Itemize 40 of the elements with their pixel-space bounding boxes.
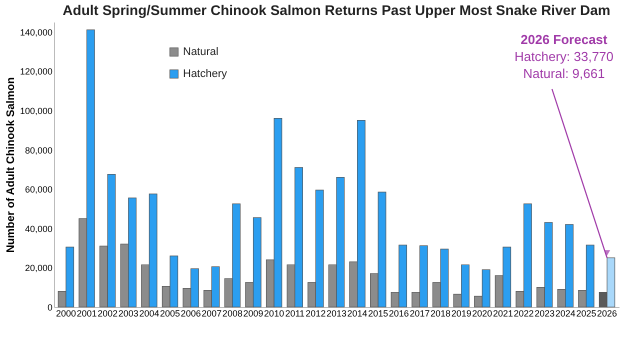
legend-label: Natural xyxy=(183,46,218,58)
y-tick-label: 0 xyxy=(47,302,52,312)
x-tick-label: 2012 xyxy=(306,308,326,318)
x-tick-label: 2014 xyxy=(347,308,368,318)
y-tick-label: 120,000 xyxy=(20,66,52,77)
x-tick-label: 2025 xyxy=(576,308,596,318)
x-tick-label: 2007 xyxy=(202,308,222,318)
x-tick-label: 2017 xyxy=(410,308,430,318)
x-tick-label: 2003 xyxy=(118,308,138,318)
x-tick-label: 2026 xyxy=(597,308,618,318)
x-tick-label: 2020 xyxy=(472,308,492,318)
x-tick-label: 2006 xyxy=(180,308,201,318)
annotation: 2026 Forecast Hatchery: 33,770 Natural: 9,661 xyxy=(514,32,614,81)
x-tick-label: 2005 xyxy=(160,308,180,318)
y-tick-label: 20,000 xyxy=(24,263,52,274)
y-tick-label: 80,000 xyxy=(24,145,52,156)
x-tick-label: 2016 xyxy=(388,308,409,318)
y-tick-label: 100,000 xyxy=(20,106,52,116)
x-tick-label: 2000 xyxy=(56,308,76,318)
x-tick-label: 2021 xyxy=(492,308,513,318)
x-tick-label: 2015 xyxy=(368,308,388,318)
x-tick-label: 2010 xyxy=(264,308,284,318)
x-tick-label: 2011 xyxy=(285,308,305,318)
x-tick-label: 2008 xyxy=(222,308,242,318)
y-tick-label: 40,000 xyxy=(24,224,52,234)
x-tick-label: 2002 xyxy=(98,308,118,318)
x-tick-label: 2001 xyxy=(76,308,97,318)
x-tick-label: 2004 xyxy=(139,308,160,318)
x-tick-label: 2023 xyxy=(534,308,555,318)
x-tick-label: 2019 xyxy=(451,308,472,318)
x-tick-label: 2024 xyxy=(555,308,576,318)
legend-label: Hatchery xyxy=(183,68,228,80)
x-tick-label: 2009 xyxy=(243,308,264,318)
x-tick-label: 2022 xyxy=(514,308,534,318)
y-tick-label: 140,000 xyxy=(20,27,52,38)
chart-title: Adult Spring/Summer Chinook Salmon Returns Past Upper Most Snake River Dam xyxy=(62,2,610,18)
y-axis-title: Number of Adult Chinook Salmon xyxy=(4,76,17,253)
y-tick-label: 60,000 xyxy=(24,184,52,195)
x-tick-label: 2018 xyxy=(430,308,451,318)
x-tick-label: 2013 xyxy=(326,308,347,318)
